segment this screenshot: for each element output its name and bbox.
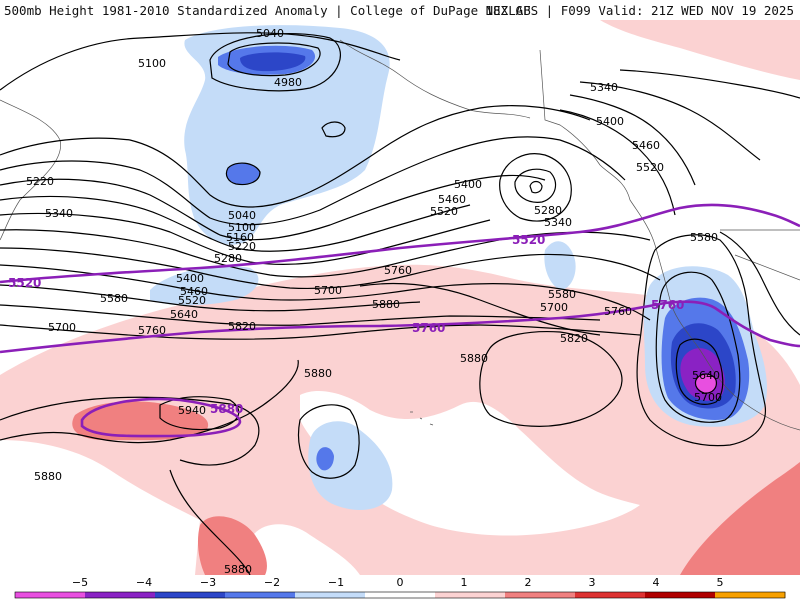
contour-label: 5340 [590,81,618,94]
height-contours [0,32,800,575]
colorbar-segment [505,592,576,598]
contour-label: 5100 [138,57,166,70]
colorbar-tick-label: −4 [136,576,152,589]
contour-label: 5460 [632,139,660,152]
contour-label: 5340 [45,207,73,220]
colorbar-tick-label: 3 [589,576,596,589]
colorbar-segment [715,592,786,598]
colorbar-segment [575,592,646,598]
contour-label: 5880 [372,298,400,311]
contour-label: 5460 [438,193,466,206]
colorbar-segment [85,592,156,598]
reference-labels: 5520 5520 5760 5760 5880 [8,233,684,416]
neutral-region-3 [240,524,360,575]
colorbar-segment [155,592,226,598]
contour-label: 5040 [228,209,256,222]
height-labels: 5040 5100 4980 5040 5100 5160 5220 5280 … [26,27,722,575]
negative-2-region-4 [316,447,334,471]
contour-label: 5160 [226,231,254,244]
contour-5880 [80,397,242,438]
contour-label: 5280 [534,204,562,217]
colorbar-segment [365,592,436,598]
negative-2-region-2 [226,163,260,185]
contour-label: 5220 [26,175,54,188]
reference-label: 5760 [412,321,445,335]
contour-label: 5880 [224,563,252,575]
contour-label: 5700 [694,391,722,404]
contour-label: 5760 [138,324,166,337]
contour-label: 5760 [384,264,412,277]
colorbar: −5 −4 −3 −2 −1 0 1 2 3 4 5 [14,576,786,599]
contour-label: 5940 [178,404,206,417]
contour-label: 5520 [430,205,458,218]
positive-anomaly-region-2 [600,20,800,80]
contour-label: 5520 [636,161,664,174]
reference-label: 5520 [8,276,41,290]
colorbar-tick-label: 1 [461,576,468,589]
contour-label: 5400 [596,115,624,128]
negative-3-region [240,52,306,72]
contour-label: 5820 [560,332,588,345]
reference-label: 5760 [651,298,684,312]
contour-label: 5220 [228,240,256,253]
colorbar-tick-label: −5 [72,576,88,589]
contour-label: 5760 [604,305,632,318]
contour-label: 5400 [454,178,482,191]
anomaly-shading [0,20,800,575]
contour-label: 5040 [256,27,284,40]
reference-contours [0,203,800,438]
contour-5760 [0,300,800,354]
reference-label: 5520 [512,233,545,247]
contour-label: 5460 [180,285,208,298]
contour-label: 5880 [460,352,488,365]
contour-label: 5580 [548,288,576,301]
contour-label: 5520 [178,294,206,307]
contour-label: 5880 [304,367,332,380]
contour-5520 [0,203,800,284]
header-valid-time: 18Z GFS | F099 Valid: 21Z WED NOV 19 202… [485,3,794,18]
contour-label: 5580 [690,231,718,244]
contour-label: 5700 [48,321,76,334]
header-title: 500mb Height 1981-2010 Standardized Anom… [4,3,531,18]
contour-label: 5280 [214,252,242,265]
colorbar-tick-label: −2 [264,576,280,589]
colorbar-tick-label: 2 [525,576,532,589]
anomaly-map: 5040 5100 4980 5040 5100 5160 5220 5280 … [0,20,800,575]
contour-label: 5580 [100,292,128,305]
negative-1-region-alaska [544,241,576,290]
colorbar-blocks [14,591,786,599]
contour-label: 5100 [228,221,256,234]
colorbar-tick-label: 4 [653,576,660,589]
colorbar-tick-label: 0 [397,576,404,589]
negative-1-region-north [184,25,390,245]
colorbar-tick-label: 5 [717,576,724,589]
contour-label: 5640 [692,369,720,382]
colorbar-segment [645,592,716,598]
contour-label: 5340 [544,216,572,229]
colorbar-tick-label: −3 [200,576,216,589]
colorbar-segment [15,592,86,598]
contour-label: 5880 [34,470,62,483]
negative-5-region [695,374,717,394]
colorbar-ticks: −5 −4 −3 −2 −1 0 1 2 3 4 5 [72,576,724,589]
colorbar-tick-label: −1 [328,576,344,589]
colorbar-outline [14,591,786,599]
contour-label: 5820 [228,320,256,333]
contour-label: 4980 [274,76,302,89]
contour-label: 5700 [314,284,342,297]
colorbar-segment [435,592,506,598]
negative-1-region-mid [150,266,259,306]
colorbar-segment [295,592,366,598]
colorbar-segment [225,592,296,598]
positive-2-region-2 [197,516,267,575]
contour-label: 5700 [540,301,568,314]
contour-label: 5400 [176,272,204,285]
neutral-region-2 [0,440,200,575]
positive-2-region [72,401,209,441]
contour-label: 5640 [170,308,198,321]
positive-2-region-3 [680,462,800,575]
reference-label: 5880 [210,402,243,416]
negative-1-region-south [308,421,393,510]
